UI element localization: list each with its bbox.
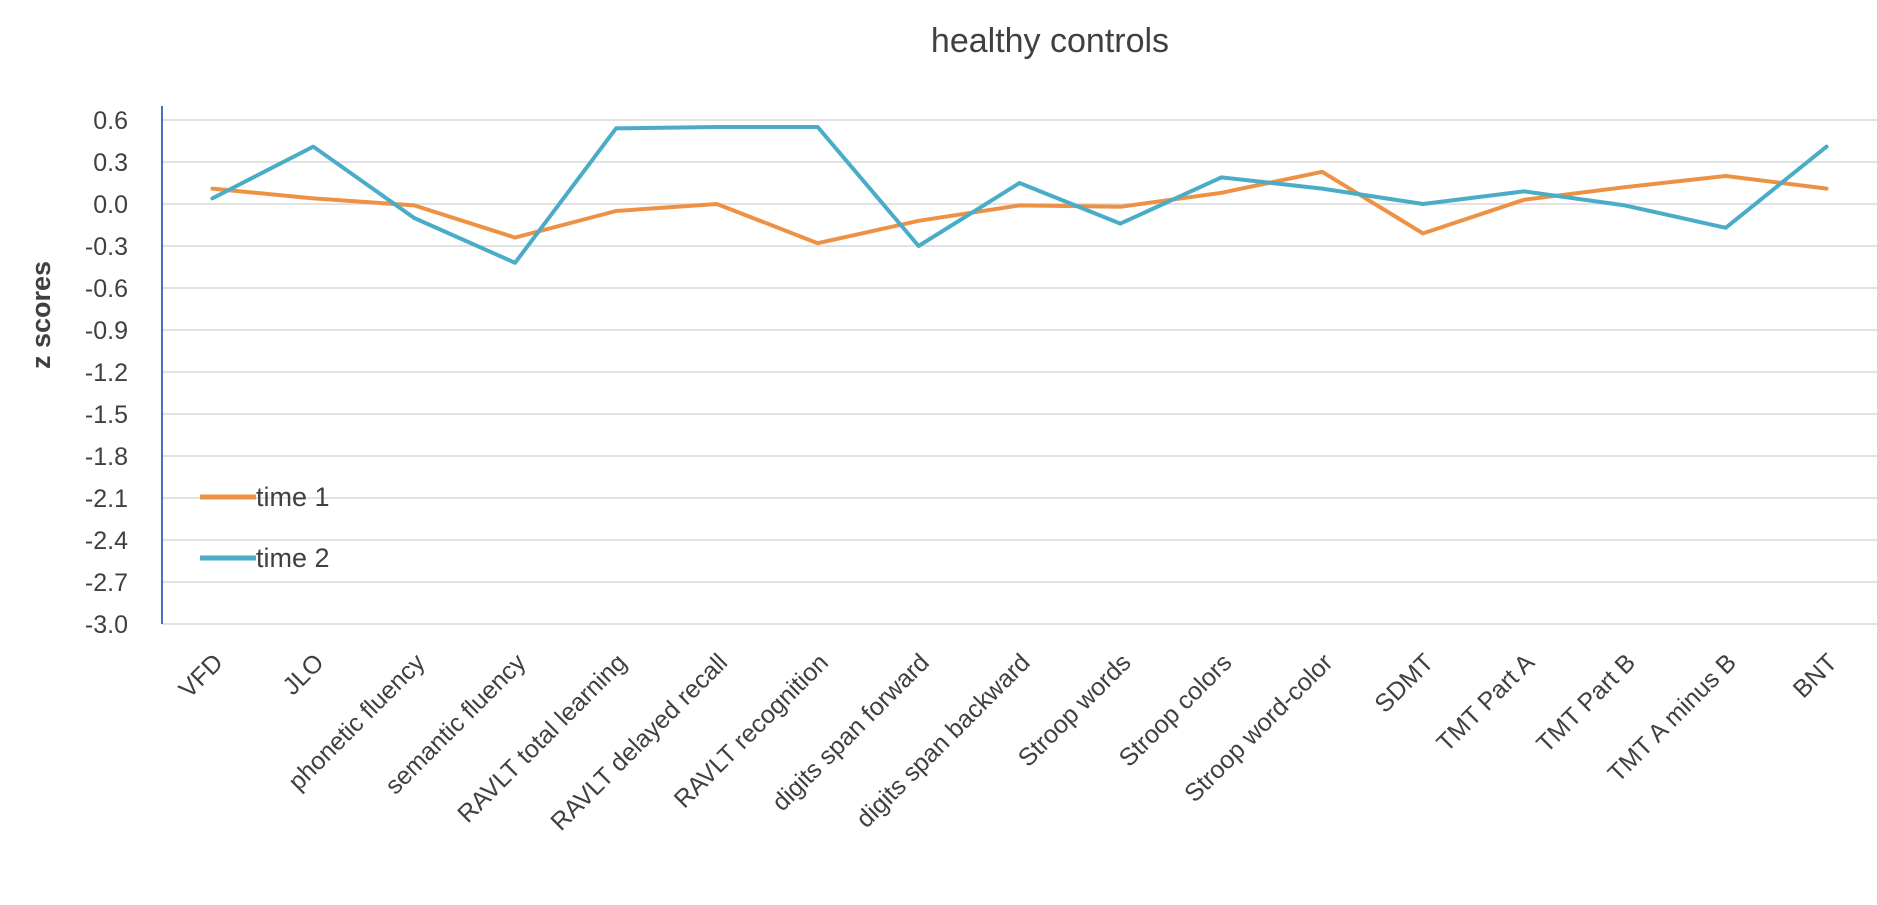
x-tick-label: VFD — [174, 648, 229, 703]
x-tick-label: RAVLT total learning — [452, 648, 632, 828]
y-tick-label: -0.6 — [85, 275, 128, 303]
y-tick-label: -1.8 — [85, 443, 128, 471]
y-tick-label: 0.3 — [93, 149, 128, 177]
x-tick-label: JLO — [277, 648, 329, 700]
x-tick-label: digits span backward — [851, 648, 1036, 833]
series-line-time-2 — [210, 125, 1829, 265]
chart-title: healthy controls — [931, 22, 1169, 60]
y-tick-label: -2.4 — [85, 527, 128, 555]
x-tick-label: RAVLT delayed recall — [545, 648, 733, 836]
y-tick-label: -2.7 — [85, 569, 128, 597]
x-tick-label: SDMT — [1369, 648, 1439, 718]
y-tick-label: -1.2 — [85, 359, 128, 387]
y-tick-label: -0.3 — [85, 233, 128, 261]
y-tick-label: 0.0 — [93, 191, 128, 219]
x-tick-label: TMT Part B — [1531, 648, 1641, 758]
legend-label: time 2 — [256, 543, 330, 573]
y-tick-label: -3.0 — [85, 611, 128, 639]
y-tick-label: 0.6 — [93, 107, 128, 135]
x-tick-label: TMT Part A — [1431, 648, 1540, 757]
legend: time 1 time 2 — [200, 482, 330, 573]
y-tick-label: -2.1 — [85, 485, 128, 513]
y-tick-label: -1.5 — [85, 401, 128, 429]
y-tick-label: -0.9 — [85, 317, 128, 345]
y-axis-label: z scores — [26, 261, 56, 369]
y-axis-ticks: 0.6 0.3 0.0 -0.3 -0.6 -0.9 -1.2 -1.5 -1.8 -2.1 -2.… — [85, 107, 128, 639]
gridlines — [162, 119, 1877, 625]
legend-label: time 1 — [256, 482, 330, 512]
x-tick-label: BNT — [1788, 648, 1843, 703]
series-lines — [210, 125, 1829, 265]
